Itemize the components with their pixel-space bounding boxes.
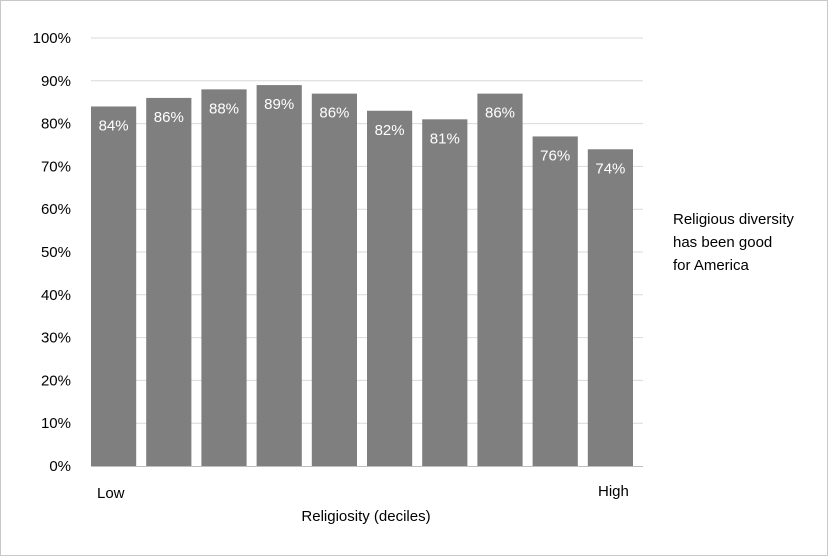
bar — [532, 136, 578, 466]
y-tick-label: 100% — [33, 30, 71, 47]
bar — [477, 93, 523, 466]
y-axis-ticks: 0% 10% 20% 30% 40% 50% 60% 70% 80% 90% 100% — [33, 30, 71, 475]
bar — [91, 106, 137, 466]
y-tick-label: 90% — [41, 73, 71, 90]
bar-value-label: 89% — [264, 96, 294, 113]
legend-text: Religious diversity has been good for Am… — [673, 211, 794, 274]
x-high-label: High — [598, 483, 629, 500]
legend-line-1: Religious diversity — [673, 211, 794, 228]
bar — [256, 85, 302, 466]
y-tick-label: 80% — [41, 116, 71, 133]
y-tick-label: 20% — [41, 372, 71, 389]
bar-value-label: 86% — [485, 105, 515, 122]
y-tick-label: 70% — [41, 158, 71, 175]
bar-value-label: 88% — [209, 100, 239, 117]
bar — [146, 97, 192, 467]
y-tick-label: 0% — [49, 458, 71, 475]
bar — [422, 119, 468, 466]
bar-value-label: 82% — [375, 122, 405, 139]
y-tick-label: 50% — [41, 244, 71, 261]
x-low-label: Low — [97, 485, 125, 502]
legend-line-2: has been good — [673, 234, 772, 251]
y-tick-label: 60% — [41, 201, 71, 218]
bar-value-label: 84% — [99, 117, 129, 134]
y-tick-label: 10% — [41, 415, 71, 432]
data-labels: 84% 86% 88% 89% 86% 82% 81% 86% 76% 74% — [99, 96, 626, 177]
x-axis-title: Religiosity (deciles) — [301, 508, 430, 525]
y-tick-label: 30% — [41, 330, 71, 347]
bar-value-label: 74% — [595, 160, 625, 177]
bar — [367, 110, 413, 466]
legend-line-3: for America — [673, 257, 750, 274]
bar-value-label: 86% — [154, 109, 184, 126]
bar — [201, 89, 247, 467]
y-tick-label: 40% — [41, 287, 71, 304]
bar-value-label: 86% — [319, 105, 349, 122]
bar-value-label: 76% — [540, 147, 570, 164]
bar-value-label: 81% — [430, 130, 460, 147]
bar — [311, 93, 357, 466]
bar — [587, 149, 633, 466]
bars — [91, 85, 633, 467]
